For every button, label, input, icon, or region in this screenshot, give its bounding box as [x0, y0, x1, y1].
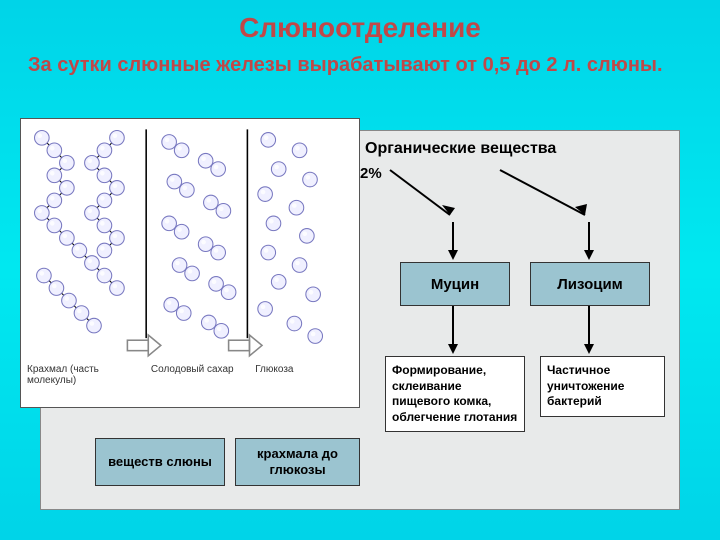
arrow-mucin-func — [452, 306, 454, 346]
organic-substances-label: Органические вещества — [365, 140, 556, 158]
molecule-panel: Крахмал (часть молекулы) Солодовый сахар… — [20, 118, 360, 408]
maltose-label: Солодовый сахар — [151, 364, 255, 386]
mucin-box: Муцин — [400, 262, 510, 306]
arrow-head-lysozyme — [584, 250, 594, 260]
arrow-head-lysozyme-func — [584, 344, 594, 354]
bottom-box-left: веществ слюны — [95, 438, 225, 486]
lysozyme-box: Лизоцим — [530, 262, 650, 306]
lysozyme-function-box: Частичное уничтожение бактерий — [540, 356, 665, 417]
bottom-box-mid: крахмала до глюкозы — [235, 438, 360, 486]
molecule-diagram — [21, 119, 359, 359]
starch-label: Крахмал (часть молекулы) — [27, 364, 151, 386]
arrow-lysozyme-func — [588, 306, 590, 346]
arrow-head-mucin-func — [448, 344, 458, 354]
mucin-function-box: Формирование, склеивание пищевого комка,… — [385, 356, 525, 432]
glucose-label: Глюкоза — [255, 364, 353, 386]
page-title: Слюноотделение — [0, 0, 720, 44]
split-arrows — [360, 160, 660, 240]
subtitle: За сутки слюнные железы вырабатывают от … — [0, 44, 720, 82]
arrow-head-mucin — [448, 250, 458, 260]
